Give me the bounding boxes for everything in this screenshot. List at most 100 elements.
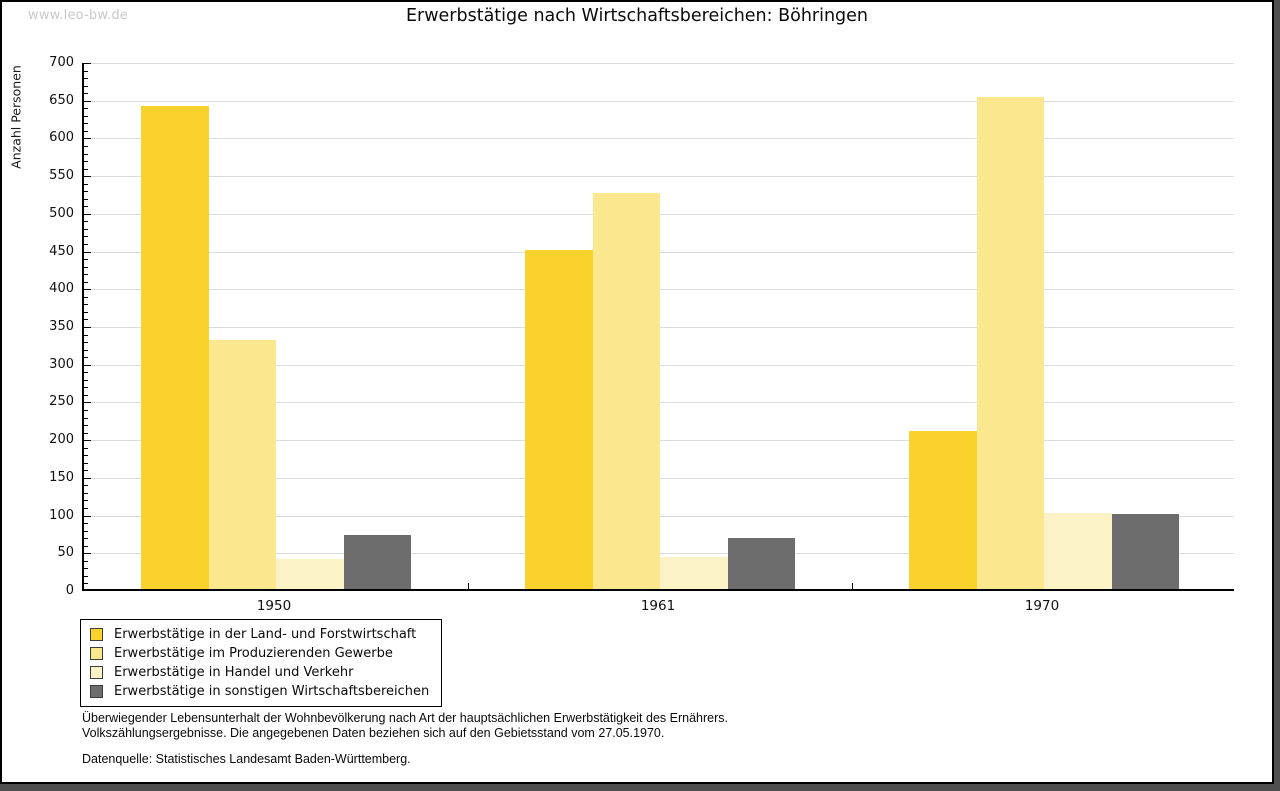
ytick-label-150: 150	[49, 469, 74, 485]
y-minor-tick	[84, 311, 88, 313]
y-minor-tick	[84, 266, 88, 268]
ytick-label-500: 500	[49, 205, 74, 221]
bar-1961-land-und-forstwirtschaft	[525, 249, 593, 589]
y-minor-tick	[84, 259, 88, 261]
y-minor-tick	[84, 447, 88, 449]
y-minor-tick	[84, 115, 88, 117]
y-minor-tick	[84, 349, 88, 351]
y-minor-tick	[84, 244, 88, 246]
bar-1970-produzierendes-gewerbe	[976, 97, 1044, 589]
y-minor-tick	[84, 432, 88, 434]
y-major-tick	[84, 327, 91, 328]
ytick-label-400: 400	[49, 281, 74, 297]
y-minor-tick	[84, 123, 88, 125]
y-minor-tick	[84, 304, 88, 306]
ytick-label-250: 250	[49, 394, 74, 410]
y-axis-label: Anzahl Personen	[8, 65, 24, 169]
watermark-url: www.leo-bw.de	[28, 8, 129, 23]
xtick-label-1970: 1970	[1024, 598, 1060, 614]
x-axis-group-tick	[852, 583, 853, 589]
y-minor-tick	[84, 394, 88, 396]
y-major-tick	[84, 440, 91, 442]
y-major-tick	[84, 364, 91, 366]
x-axis-group-tick	[468, 583, 469, 589]
legend-swatch-sonstige-wirtschaftsbereiche	[90, 685, 103, 698]
footnote-line-1: Überwiegender Lebensunterhalt der Wohnbe…	[82, 711, 728, 725]
y-major-tick	[84, 251, 91, 253]
legend-swatch-land-und-forstwirtschaft	[90, 628, 103, 641]
y-minor-tick	[84, 417, 88, 419]
bar-1950-produzierendes-gewerbe	[208, 340, 276, 589]
y-minor-tick	[84, 568, 88, 570]
y-minor-tick	[84, 508, 88, 510]
legend-item-produzierendes-gewerbe: Erwerbstätige im Produzierenden Gewerbe	[90, 644, 429, 663]
y-major-tick	[84, 138, 91, 140]
y-minor-tick	[84, 470, 88, 472]
y-major-tick	[84, 477, 91, 479]
footnote: Überwiegender Lebensunterhalt der Wohnbe…	[82, 711, 728, 767]
y-major-tick	[84, 553, 91, 555]
y-minor-tick	[84, 228, 88, 230]
legend-box: Erwerbstätige in der Land- und Forstwirt…	[80, 619, 443, 707]
y-major-tick	[84, 402, 91, 404]
legend-item-handel-und-verkehr: Erwerbstätige in Handel und Verkehr	[90, 663, 429, 682]
y-minor-tick	[84, 70, 88, 72]
y-minor-tick	[84, 145, 88, 147]
ytick-label-700: 700	[49, 55, 74, 70]
ytick-label-100: 100	[49, 507, 74, 523]
y-minor-tick	[84, 161, 88, 163]
y-minor-tick	[84, 198, 88, 200]
ytick-label-0: 0	[65, 583, 74, 598]
y-minor-tick	[84, 78, 88, 80]
y-minor-tick	[84, 93, 88, 95]
y-major-tick	[84, 213, 91, 215]
ytick-label-600: 600	[49, 130, 74, 146]
bar-1970-sonstige-wirtschaftsbereiche	[1111, 513, 1179, 589]
y-minor-tick	[84, 583, 88, 585]
y-minor-tick	[84, 500, 88, 502]
bar-1950-land-und-forstwirtschaft	[141, 106, 209, 589]
y-minor-tick	[84, 85, 88, 87]
y-minor-tick	[84, 108, 88, 110]
legend-label-sonstige-wirtschaftsbereiche: Erwerbstätige in sonstigen Wirtschaftsbe…	[114, 684, 430, 699]
y-minor-tick	[84, 221, 88, 223]
ytick-label-450: 450	[49, 243, 74, 259]
ytick-label-50: 50	[57, 545, 74, 561]
y-minor-tick	[84, 530, 88, 532]
y-minor-tick	[84, 183, 88, 185]
legend-swatch-produzierendes-gewerbe	[90, 647, 103, 660]
y-minor-tick	[84, 485, 88, 487]
y-major-tick	[84, 63, 91, 64]
y-minor-tick	[84, 545, 88, 547]
y-minor-tick	[84, 296, 88, 298]
y-minor-tick	[84, 387, 88, 389]
footnote-line-2: Volkszählungsergebnisse. Die angegebenen…	[82, 725, 665, 740]
y-minor-tick	[84, 560, 88, 562]
bar-1970-land-und-forstwirtschaft	[909, 430, 977, 589]
y-minor-tick	[84, 206, 88, 208]
y-minor-tick	[84, 379, 88, 381]
y-minor-tick	[84, 281, 88, 283]
y-minor-tick	[84, 342, 88, 344]
y-minor-tick	[84, 523, 88, 525]
gridline-650	[84, 100, 1234, 102]
ytick-label-200: 200	[49, 432, 74, 448]
y-major-tick	[84, 100, 91, 102]
xtick-label-1950: 1950	[256, 598, 292, 614]
legend-label-handel-und-verkehr: Erwerbstätige in Handel und Verkehr	[114, 665, 354, 680]
gridline-550	[84, 176, 1234, 178]
ytick-label-650: 650	[49, 92, 74, 108]
ytick-label-350: 350	[49, 319, 74, 334]
y-major-tick	[84, 515, 91, 517]
ytick-label-300: 300	[49, 356, 74, 372]
y-minor-tick	[84, 409, 88, 411]
y-minor-tick	[84, 372, 88, 374]
y-minor-tick	[84, 538, 88, 540]
gridline-600	[84, 138, 1234, 140]
bar-1961-produzierendes-gewerbe	[592, 193, 660, 589]
legend-item-land-und-forstwirtschaft: Erwerbstätige in der Land- und Forstwirt…	[90, 625, 429, 644]
bar-1970-handel-und-verkehr	[1044, 512, 1112, 589]
y-minor-tick	[84, 425, 88, 427]
y-minor-tick	[84, 462, 88, 464]
